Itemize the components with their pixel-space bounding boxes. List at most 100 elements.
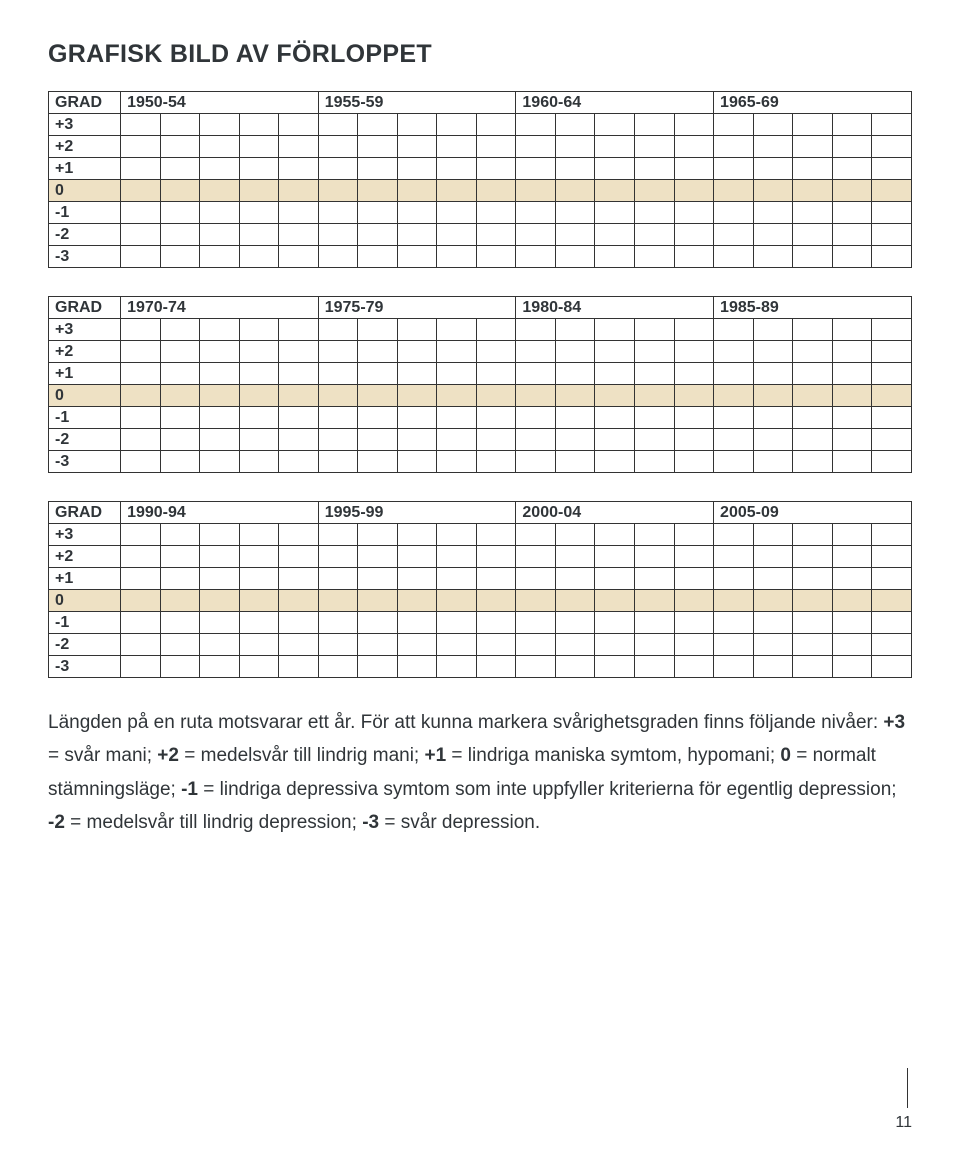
year-cell [872, 246, 912, 268]
year-cell [516, 634, 556, 656]
year-cell [200, 202, 240, 224]
year-cell [279, 385, 319, 407]
year-cell [634, 319, 674, 341]
year-cell [714, 319, 754, 341]
year-cell [595, 590, 635, 612]
year-cell [437, 224, 477, 246]
year-cell [200, 429, 240, 451]
year-cell [595, 114, 635, 136]
year-cell [595, 158, 635, 180]
year-cell [753, 634, 793, 656]
year-cell [634, 568, 674, 590]
year-cell [200, 407, 240, 429]
year-cell [832, 429, 872, 451]
year-cell [279, 224, 319, 246]
grade-row-label: +2 [49, 546, 121, 568]
year-cell [200, 656, 240, 678]
year-cell [634, 634, 674, 656]
year-cell [397, 612, 437, 634]
text-segment: = lindriga maniska symtom, hypomani; [446, 745, 780, 766]
year-cell [872, 341, 912, 363]
year-cell [595, 634, 635, 656]
year-cell [160, 363, 200, 385]
year-cell [516, 363, 556, 385]
year-cell [516, 246, 556, 268]
year-cell [555, 634, 595, 656]
year-cell [437, 612, 477, 634]
year-cell [437, 158, 477, 180]
year-cell [200, 524, 240, 546]
year-cell [714, 246, 754, 268]
year-cell [634, 136, 674, 158]
year-cell [555, 114, 595, 136]
year-cell [437, 202, 477, 224]
year-cell [397, 136, 437, 158]
year-cell [753, 341, 793, 363]
year-cell [793, 612, 833, 634]
year-cell [121, 224, 161, 246]
page-mark [907, 1068, 908, 1108]
year-cell [318, 451, 358, 473]
year-cell [516, 136, 556, 158]
year-cell [358, 158, 398, 180]
grade-row-label: -3 [49, 451, 121, 473]
year-cell [279, 568, 319, 590]
grade-row-label: -3 [49, 246, 121, 268]
year-cell [832, 180, 872, 202]
year-cell [200, 319, 240, 341]
year-cell [753, 246, 793, 268]
year-cell [318, 363, 358, 385]
year-cell [279, 546, 319, 568]
year-cell [634, 656, 674, 678]
year-cell [279, 634, 319, 656]
year-cell [674, 363, 714, 385]
year-cell [397, 568, 437, 590]
year-cell [397, 202, 437, 224]
year-cell [160, 634, 200, 656]
year-cell [279, 590, 319, 612]
year-cell [437, 524, 477, 546]
year-cell [200, 158, 240, 180]
year-cell [595, 385, 635, 407]
year-cell [279, 429, 319, 451]
year-cell [476, 634, 516, 656]
year-cell [200, 363, 240, 385]
year-cell [714, 590, 754, 612]
year-cell [872, 180, 912, 202]
year-cell [832, 385, 872, 407]
year-cell [239, 363, 279, 385]
period-header: 1975-79 [318, 297, 516, 319]
year-cell [753, 136, 793, 158]
year-cell [555, 224, 595, 246]
year-cell [595, 224, 635, 246]
year-cell [279, 114, 319, 136]
year-cell [674, 451, 714, 473]
year-cell [476, 612, 516, 634]
year-cell [358, 319, 398, 341]
year-cell [516, 202, 556, 224]
year-cell [714, 224, 754, 246]
year-cell [397, 224, 437, 246]
year-cell [753, 612, 793, 634]
year-cell [516, 224, 556, 246]
year-cell [793, 568, 833, 590]
year-cell [160, 114, 200, 136]
year-cell [634, 590, 674, 612]
year-cell [397, 451, 437, 473]
year-cell [437, 568, 477, 590]
grade-row-label: +1 [49, 363, 121, 385]
year-cell [555, 546, 595, 568]
year-cell [121, 451, 161, 473]
year-cell [397, 429, 437, 451]
year-cell [239, 224, 279, 246]
year-cell [318, 590, 358, 612]
year-cell [793, 224, 833, 246]
year-cell [160, 612, 200, 634]
year-cell [318, 224, 358, 246]
year-cell [555, 202, 595, 224]
year-cell [793, 656, 833, 678]
year-cell [634, 341, 674, 363]
year-cell [634, 180, 674, 202]
year-cell [753, 451, 793, 473]
year-cell [437, 319, 477, 341]
